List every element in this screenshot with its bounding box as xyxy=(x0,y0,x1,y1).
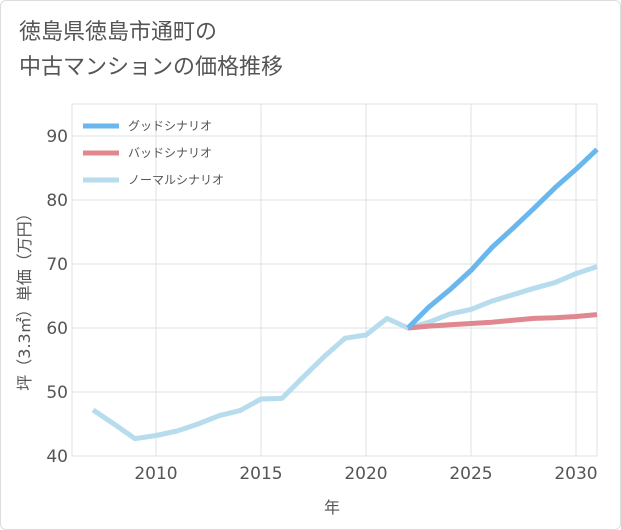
y-tick-label: 80 xyxy=(46,191,68,211)
x-tick-label: 2015 xyxy=(239,464,282,484)
grid-lines xyxy=(71,103,598,457)
x-tick-labels: 2010 2015 2020 2025 2030 xyxy=(134,464,597,484)
chart-title-line2: 中古マンションの価格推移 xyxy=(19,55,284,80)
y-tick-label: 70 xyxy=(46,255,68,275)
x-tick-label: 2025 xyxy=(449,464,492,484)
chart-title-line1: 徳島県徳島市通町の xyxy=(19,20,218,45)
legend-label: グッドシナリオ xyxy=(128,119,212,133)
series-line-0 xyxy=(406,147,599,330)
x-tick-label: 2020 xyxy=(344,464,387,484)
y-tick-label: 60 xyxy=(46,319,68,339)
x-tick-label: 2010 xyxy=(134,464,177,484)
x-tick-label: 2030 xyxy=(554,464,597,484)
legend-label: ノーマルシナリオ xyxy=(128,173,224,187)
y-axis-title: 坪（3.3㎡）単価（万円） xyxy=(15,205,34,390)
series-lines xyxy=(91,147,599,442)
y-tick-label: 40 xyxy=(46,447,68,467)
y-tick-labels: 40 50 60 70 80 90 xyxy=(46,127,68,467)
legend-label: バッドシナリオ xyxy=(128,146,212,160)
series-line-2 xyxy=(91,264,598,442)
series-line-1 xyxy=(407,312,598,331)
y-tick-label: 50 xyxy=(46,383,68,403)
y-tick-label: 90 xyxy=(46,127,68,147)
chart-title: 徳島県徳島市通町の 中古マンションの価格推移 xyxy=(19,15,283,85)
x-axis-title: 年 xyxy=(324,498,340,517)
